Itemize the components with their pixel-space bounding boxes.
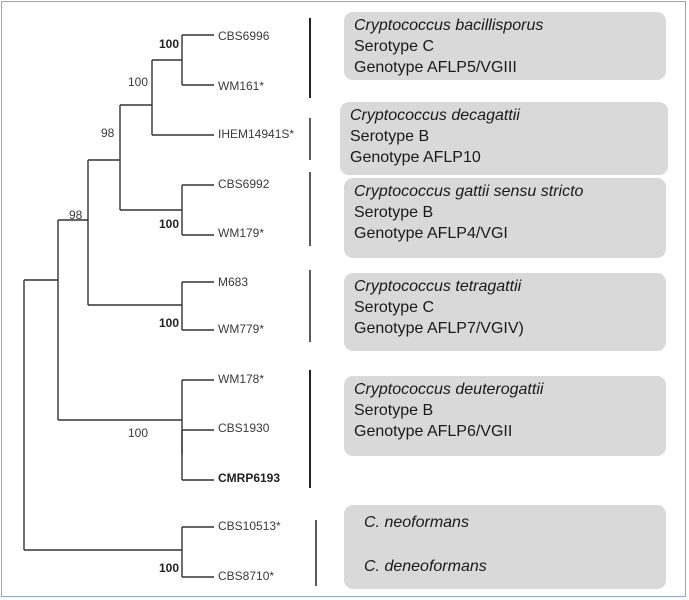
genotype-label: Genotype AFLP6/VGII — [354, 423, 513, 440]
support-value: 98 — [69, 208, 83, 222]
leaf-label-wm178: WM178* — [218, 372, 264, 386]
leaf-label-cbs6992: CBS6992 — [218, 177, 270, 191]
support-value: 100 — [128, 426, 148, 440]
leaf-label-m683: M683 — [218, 275, 248, 289]
genotype-label: Genotype AFLP4/VGI — [354, 225, 508, 242]
leaf-label-wm161: WM161* — [218, 79, 264, 93]
support-value: 98 — [101, 126, 115, 140]
serotype-label: Serotype B — [350, 128, 430, 145]
support-value: 100 — [159, 37, 179, 51]
genotype-label: Genotype AFLP7/VGIV) — [354, 320, 524, 337]
species-name-deneoformans: C. deneoformans — [364, 558, 487, 575]
species-name-neoformans: C. neoformans — [364, 514, 469, 531]
support-value: 100 — [159, 217, 179, 231]
support-value: 100 — [159, 316, 179, 330]
clade-box-gattii-sensu-stricto: Cryptococcus gattii sensu stricto Seroty… — [344, 178, 666, 258]
species-name: Cryptococcus decagattii — [350, 107, 520, 124]
leaf-label-cbs6996: CBS6996 — [218, 29, 270, 43]
leaf-label-wm179: WM179* — [218, 226, 264, 240]
genotype-label: Genotype AFLP10 — [350, 149, 481, 166]
clade-box-bacillisporus: Cryptococcus bacillisporus Serotype C Ge… — [344, 12, 666, 80]
leaf-label-cmrp6193: CMRP6193 — [218, 471, 280, 485]
serotype-label: Serotype C — [354, 299, 435, 316]
leaf-label-cbs8710: CBS8710* — [218, 569, 274, 583]
genotype-label: Genotype AFLP5/VGIII — [354, 59, 517, 76]
clade-box-decagattii: Cryptococcus decagattii Serotype B Genot… — [340, 102, 668, 175]
serotype-label: Serotype B — [354, 402, 434, 419]
support-value: 100 — [159, 561, 179, 575]
species-name: Cryptococcus gattii sensu stricto — [354, 183, 584, 200]
leaf-label-wm779: WM779* — [218, 322, 264, 336]
tree-branches — [23, 34, 214, 578]
serotype-label: Serotype B — [354, 204, 434, 221]
leaf-label-cbs10513: CBS10513* — [218, 519, 281, 533]
clade-box-tetragattii: Cryptococcus tetragattii Serotype C Geno… — [344, 273, 666, 351]
clade-box-deuterogattii: Cryptococcus deuterogattii Serotype B Ge… — [344, 376, 666, 456]
serotype-label: Serotype C — [354, 38, 435, 55]
species-name: Cryptococcus bacillisporus — [354, 17, 544, 34]
clade-box-neoformans: C. neoformans C. deneoformans — [344, 505, 666, 589]
support-value: 100 — [128, 75, 148, 89]
species-name: Cryptococcus tetragattii — [354, 278, 522, 295]
species-name: Cryptococcus deuterogattii — [354, 381, 544, 398]
leaf-label-ihem14941s: IHEM14941S* — [218, 127, 294, 141]
leaf-label-cbs1930: CBS1930 — [218, 421, 270, 435]
